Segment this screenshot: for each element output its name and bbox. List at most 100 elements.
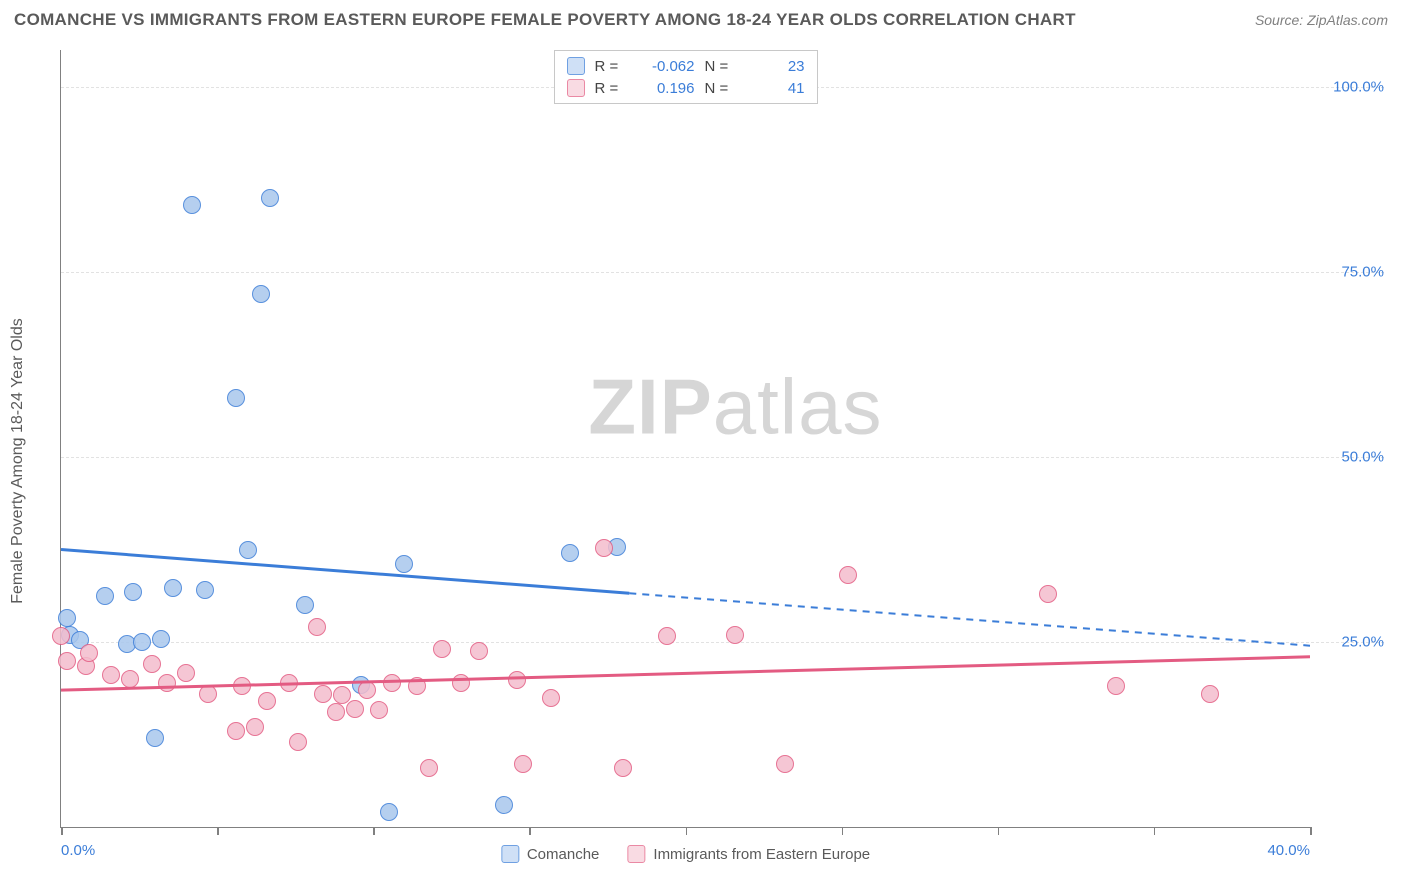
data-point-immigrants <box>280 674 298 692</box>
legend-row-immigrants: R = 0.196 N = 41 <box>567 77 805 99</box>
data-point-immigrants <box>289 733 307 751</box>
data-point-immigrants <box>514 755 532 773</box>
x-tick <box>842 827 844 835</box>
data-point-immigrants <box>383 674 401 692</box>
data-point-comanche <box>252 285 270 303</box>
data-point-immigrants <box>658 627 676 645</box>
data-point-immigrants <box>508 671 526 689</box>
data-point-immigrants <box>233 677 251 695</box>
data-point-immigrants <box>470 642 488 660</box>
legend-swatch-immigrants <box>627 845 645 863</box>
legend-r-value-comanche: -0.062 <box>637 58 695 75</box>
x-tick <box>1154 827 1156 835</box>
data-point-immigrants <box>143 655 161 673</box>
x-tick <box>1310 827 1312 835</box>
y-axis-label: Female Poverty Among 18-24 Year Olds <box>9 318 27 604</box>
data-point-comanche <box>227 389 245 407</box>
series-legend: Comanche Immigrants from Eastern Europe <box>501 845 870 863</box>
data-point-comanche <box>395 555 413 573</box>
data-point-immigrants <box>52 627 70 645</box>
chart-title: COMANCHE VS IMMIGRANTS FROM EASTERN EURO… <box>14 10 1076 30</box>
legend-swatch-comanche <box>501 845 519 863</box>
data-point-comanche <box>380 803 398 821</box>
data-point-immigrants <box>408 677 426 695</box>
trendlines-svg <box>61 50 1310 827</box>
data-point-immigrants <box>58 652 76 670</box>
data-point-immigrants <box>614 759 632 777</box>
legend-swatch-immigrants <box>567 79 585 97</box>
data-point-comanche <box>146 729 164 747</box>
data-point-immigrants <box>370 701 388 719</box>
data-point-immigrants <box>839 566 857 584</box>
watermark-bold: ZIP <box>588 363 712 451</box>
y-tick-label: 75.0% <box>1318 264 1384 281</box>
x-tick <box>61 827 63 835</box>
data-point-comanche <box>58 609 76 627</box>
data-point-immigrants <box>420 759 438 777</box>
data-point-immigrants <box>1107 677 1125 695</box>
data-point-immigrants <box>102 666 120 684</box>
x-tick <box>373 827 375 835</box>
data-point-immigrants <box>258 692 276 710</box>
watermark: ZIPatlas <box>588 362 882 453</box>
data-point-immigrants <box>227 722 245 740</box>
data-point-comanche <box>239 541 257 559</box>
watermark-rest: atlas <box>713 363 883 451</box>
data-point-comanche <box>164 579 182 597</box>
data-point-immigrants <box>1201 685 1219 703</box>
data-point-comanche <box>183 196 201 214</box>
legend-label-immigrants: Immigrants from Eastern Europe <box>653 846 870 863</box>
chart-source: Source: ZipAtlas.com <box>1255 12 1388 28</box>
legend-label-comanche: Comanche <box>527 846 600 863</box>
data-point-immigrants <box>358 681 376 699</box>
data-point-comanche <box>96 587 114 605</box>
data-point-comanche <box>124 583 142 601</box>
legend-item-immigrants: Immigrants from Eastern Europe <box>627 845 870 863</box>
data-point-immigrants <box>776 755 794 773</box>
legend-r-label: R = <box>595 80 627 97</box>
legend-r-value-immigrants: 0.196 <box>637 80 695 97</box>
x-tick-label: 40.0% <box>1267 842 1310 859</box>
data-point-comanche <box>561 544 579 562</box>
correlation-legend: R = -0.062 N = 23 R = 0.196 N = 41 <box>554 50 818 104</box>
data-point-immigrants <box>314 685 332 703</box>
y-tick-label: 50.0% <box>1318 449 1384 466</box>
data-point-immigrants <box>158 674 176 692</box>
trendline-solid <box>61 550 629 594</box>
chart-header: COMANCHE VS IMMIGRANTS FROM EASTERN EURO… <box>0 0 1406 36</box>
x-tick <box>217 827 219 835</box>
data-point-comanche <box>261 189 279 207</box>
legend-n-label: N = <box>705 80 737 97</box>
data-point-immigrants <box>246 718 264 736</box>
data-point-comanche <box>196 581 214 599</box>
data-point-immigrants <box>327 703 345 721</box>
legend-r-label: R = <box>595 58 627 75</box>
y-tick-label: 25.0% <box>1318 634 1384 651</box>
legend-n-value-comanche: 23 <box>747 58 805 75</box>
gridline <box>61 457 1384 458</box>
x-tick <box>998 827 1000 835</box>
legend-swatch-comanche <box>567 57 585 75</box>
data-point-immigrants <box>346 700 364 718</box>
gridline <box>61 642 1384 643</box>
data-point-immigrants <box>1039 585 1057 603</box>
legend-item-comanche: Comanche <box>501 845 600 863</box>
gridline <box>61 272 1384 273</box>
data-point-immigrants <box>433 640 451 658</box>
data-point-immigrants <box>452 674 470 692</box>
data-point-comanche <box>495 796 513 814</box>
legend-n-label: N = <box>705 58 737 75</box>
data-point-comanche <box>296 596 314 614</box>
data-point-immigrants <box>726 626 744 644</box>
data-point-immigrants <box>199 685 217 703</box>
chart-area: Female Poverty Among 18-24 Year Olds ZIP… <box>32 42 1388 880</box>
data-point-immigrants <box>308 618 326 636</box>
data-point-immigrants <box>80 644 98 662</box>
data-point-immigrants <box>121 670 139 688</box>
legend-n-value-immigrants: 41 <box>747 80 805 97</box>
data-point-immigrants <box>542 689 560 707</box>
data-point-comanche <box>133 633 151 651</box>
legend-row-comanche: R = -0.062 N = 23 <box>567 55 805 77</box>
y-tick-label: 100.0% <box>1318 79 1384 96</box>
x-tick <box>686 827 688 835</box>
